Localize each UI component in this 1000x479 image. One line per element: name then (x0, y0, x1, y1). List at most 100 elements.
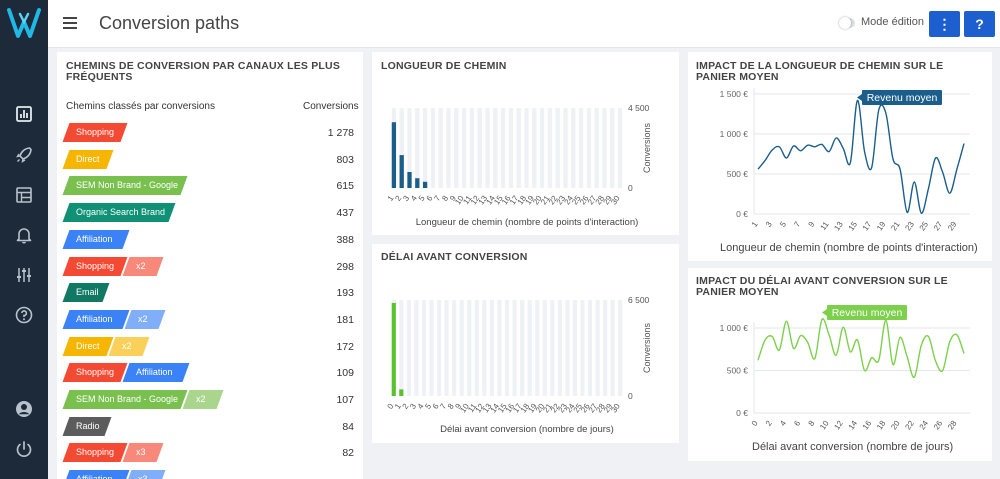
path-row[interactable]: Shopping x2 298 (62, 256, 366, 276)
path-row[interactable]: Shopping x3 82 (62, 443, 366, 463)
legend-label: Revenu moyen (867, 92, 938, 104)
more-options-button[interactable]: ⋮ (929, 11, 960, 37)
x-tick-label: 5 (417, 194, 427, 203)
path-row[interactable]: SEM Non Brand - Google 615 (62, 176, 366, 196)
bell-icon[interactable] (14, 225, 34, 245)
x-tick-label: 11 (819, 220, 831, 232)
bar-background (497, 300, 502, 396)
path-multiplier-label: x2 (136, 260, 146, 271)
y-tick-label: 500 € (727, 366, 749, 376)
x-tick-label: 7 (792, 220, 802, 229)
conversion-count: 1 278 (327, 127, 354, 139)
bar-background (407, 108, 412, 188)
bar-background (422, 108, 428, 188)
bar-background (595, 300, 600, 396)
bar-background (547, 108, 553, 188)
path-row[interactable]: Affiliation x3 (62, 470, 366, 479)
conversion-count: 437 (336, 207, 354, 220)
x-tick-label: 20 (889, 419, 902, 432)
conversion-count: 388 (336, 233, 354, 246)
edit-mode-label: Mode édition (861, 16, 924, 28)
bar-background (572, 300, 578, 396)
legend-tooltip: Revenu moyen (822, 305, 907, 320)
delay-title: Délai avant conversion (381, 251, 528, 263)
conversion-count: 107 (336, 394, 354, 406)
x-axis-label: Longueur de chemin (nombre de points d'i… (720, 242, 978, 254)
channel-label: Shopping (76, 367, 115, 378)
impact-delay-title: Impact du délai avant conversion sur le … (696, 275, 948, 298)
rocket-icon[interactable] (14, 145, 34, 165)
bar-background (429, 300, 434, 396)
bar-background (489, 300, 494, 396)
conversion-count: 193 (336, 287, 354, 300)
page-title: Conversion paths (99, 13, 240, 33)
x-tick-label: 19 (875, 220, 888, 233)
legend-tooltip: Revenu moyen (857, 90, 942, 105)
y-tick-label: 1 500 € (720, 89, 749, 99)
bar-background (532, 108, 537, 188)
bar (399, 389, 404, 396)
bar (422, 181, 428, 188)
help-button[interactable]: ? (964, 11, 995, 37)
bar-background (444, 300, 449, 396)
x-tick-label: 9 (453, 402, 463, 411)
sliders-icon[interactable] (14, 265, 34, 285)
channel-label: Direct (76, 153, 100, 164)
legend-tooltip-pointer (857, 94, 862, 101)
path-length-title: Longueur de chemin (381, 60, 507, 72)
path-row[interactable]: Affiliation 388 (62, 229, 366, 249)
power-icon[interactable] (14, 439, 34, 459)
x-tick-label: 3 (764, 220, 774, 229)
bar-background (580, 300, 585, 396)
edit-mode-toggle[interactable] (839, 17, 855, 29)
x-tick-label: 24 (918, 419, 931, 432)
bar-background (610, 108, 615, 188)
path-row[interactable]: Affiliation x2 181 (62, 309, 366, 329)
channel-label: SEM Non Brand - Google (76, 394, 179, 404)
conversion-count: 615 (336, 180, 354, 193)
app-logo-icon[interactable] (6, 6, 42, 42)
bar-background (610, 300, 615, 396)
channel-label: Shopping (76, 260, 115, 271)
x-tick-label: 16 (861, 419, 874, 432)
help-circle-icon[interactable] (14, 305, 34, 325)
x-tick-label: 8 (807, 419, 817, 428)
bar-background (587, 300, 593, 396)
table-report-icon[interactable] (14, 185, 34, 205)
bar-background (477, 108, 482, 188)
conversion-count: 82 (342, 447, 354, 460)
path-row[interactable]: Shopping 1 278 (62, 123, 366, 142)
path-row[interactable]: Direct x2 172 (62, 336, 366, 356)
x-tick-label: 25 (918, 220, 931, 233)
path-row[interactable]: Direct 803 (62, 149, 366, 169)
x-tick-label: 8 (440, 194, 450, 203)
bar (399, 155, 404, 188)
path-row[interactable]: Shopping Affiliation 109 (62, 363, 366, 383)
path-row[interactable]: SEM Non Brand - Google x2 107 (62, 390, 366, 409)
conversions-column-header: Conversions (303, 101, 359, 112)
user-account-icon[interactable] (14, 399, 34, 419)
y-tick-label: 0 € (736, 408, 748, 418)
y-tick-label: 0 (628, 183, 633, 193)
path-row[interactable]: Radio 84 (62, 416, 366, 436)
x-tick-label: 15 (847, 220, 860, 233)
series-line (757, 99, 965, 214)
impact-delay-card (688, 268, 992, 461)
x-tick-label: 13 (832, 220, 845, 233)
hamburger-menu-icon[interactable] (62, 16, 78, 30)
x-tick-label: 10 (818, 419, 831, 432)
x-tick-label: 12 (832, 419, 845, 432)
x-tick-label: 21 (889, 220, 902, 233)
dashboard-icon[interactable] (14, 104, 34, 124)
impact-length-chart: 1 500 €1 000 €500 €0 €1 3 5 7 9 11 13 15 17 19 21 2… (720, 88, 978, 254)
x-tick-label: 6 (425, 194, 435, 203)
y-tick-label: 500 € (727, 169, 749, 179)
bar-background (399, 108, 404, 188)
bar-background (446, 108, 451, 188)
channel-label: Affiliation (76, 470, 112, 479)
channel-label: Affiliation (76, 313, 113, 324)
path-row[interactable]: Email 193 (62, 283, 366, 303)
bar-background (482, 300, 487, 396)
legend-tooltip-box (862, 90, 942, 105)
path-row[interactable]: Organic Search Brand 437 (62, 203, 366, 223)
